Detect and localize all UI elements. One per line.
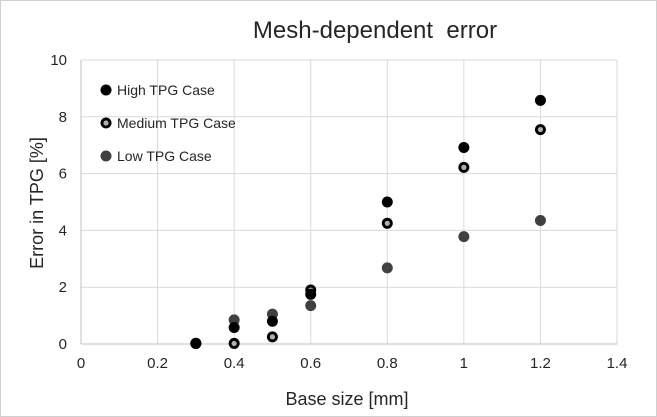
chart-title: Mesh-dependent error	[253, 17, 497, 44]
axes	[80, 60, 617, 345]
data-point-medium-tpg-case	[266, 331, 278, 343]
legend-marker-high-tpg-case	[100, 84, 112, 96]
y-axis-title: Error in TPG [%]	[27, 137, 47, 269]
y-tick-label: 2	[59, 279, 67, 296]
x-tick-label: 1.2	[530, 355, 551, 372]
y-tick-label: 0	[59, 336, 67, 353]
data-point-high-tpg-case	[534, 94, 546, 106]
data-point-medium-tpg-case	[534, 124, 546, 136]
data-point-medium-tpg-case	[381, 217, 393, 229]
x-tick-label: 0.4	[224, 355, 245, 372]
x-tick-label: 0.8	[377, 355, 398, 372]
legend-marker-medium-tpg-case	[100, 117, 112, 129]
legend-label-low-tpg-case: Low TPG Case	[117, 148, 212, 164]
data-point-low-tpg-case	[458, 231, 470, 243]
y-tick-label: 10	[50, 52, 67, 69]
data-point-high-tpg-case	[458, 141, 470, 153]
y-tick-label: 8	[59, 109, 67, 126]
data-point-high-tpg-case	[266, 315, 278, 327]
x-tick-label: 0.2	[147, 355, 168, 372]
data-point-medium-tpg-case	[228, 337, 240, 349]
data-point-high-tpg-case	[305, 288, 317, 300]
data-point-low-tpg-case	[305, 300, 317, 312]
data-point-low-tpg-case	[228, 314, 240, 326]
data-point-low-tpg-case	[381, 262, 393, 274]
legend-marker-low-tpg-case	[100, 150, 112, 162]
data-point-high-tpg-case	[190, 337, 202, 349]
y-tick-label: 6	[59, 166, 67, 183]
x-tick-label: 1	[460, 355, 468, 372]
legend-label-medium-tpg-case: Medium TPG Case	[117, 115, 236, 131]
data-point-low-tpg-case	[534, 214, 546, 226]
data-point-high-tpg-case	[228, 322, 240, 334]
tick-labels: 0 0.2 0.4 0.6 0.8 1 1.2 1.4 0 2 4 6 8 10	[50, 52, 627, 372]
legend-label-high-tpg-case: High TPG Case	[117, 82, 215, 98]
y-tick-label: 4	[59, 222, 67, 239]
data-point-medium-tpg-case	[458, 161, 470, 173]
x-tick-label: 1.4	[607, 355, 628, 372]
gridlines	[81, 59, 618, 344]
x-tick-label: 0	[77, 355, 85, 372]
x-axis-title: Base size [mm]	[285, 389, 408, 409]
legend: High TPG Case Medium TPG Case Low TPG Case	[100, 82, 236, 164]
data-points	[190, 94, 546, 349]
x-tick-label: 0.6	[300, 355, 321, 372]
data-point-high-tpg-case	[381, 196, 393, 208]
